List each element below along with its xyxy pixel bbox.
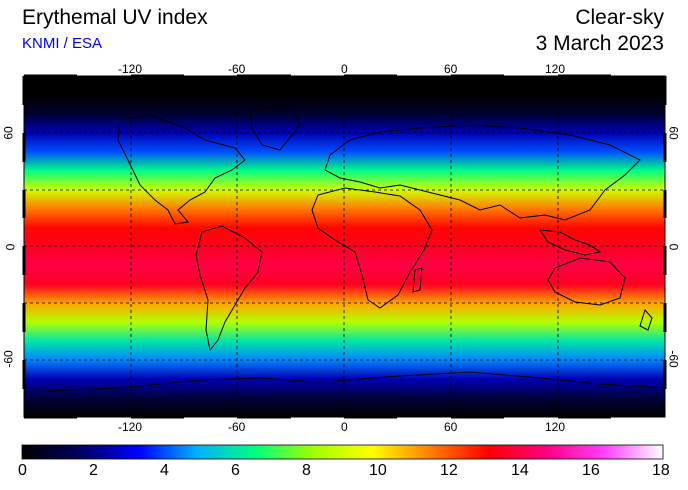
colorbar-label-5: 10 xyxy=(369,462,387,479)
source-label: KNMI / ESA xyxy=(22,35,103,52)
continent-outlines xyxy=(24,104,665,393)
lon-tick-bottom-3: 60 xyxy=(444,420,458,434)
lon-tick-top-1: -60 xyxy=(228,62,246,76)
colorbar-label-1: 2 xyxy=(89,462,98,479)
lon-tick-bottom-4: 120 xyxy=(545,420,566,434)
colorbar-label-7: 14 xyxy=(511,462,529,479)
colorbar-label-9: 18 xyxy=(652,462,670,479)
uv-field xyxy=(24,76,665,417)
map-title: Erythemal UV index xyxy=(22,6,208,29)
southeast-asia-outline xyxy=(538,229,602,256)
lon-tick-top-0: -120 xyxy=(118,62,143,76)
lat-tick-right-1: 0 xyxy=(666,243,681,251)
map-frame xyxy=(22,74,667,419)
australia-outline xyxy=(547,257,626,306)
colorbar-label-4: 8 xyxy=(302,462,311,479)
colorbar-label-3: 6 xyxy=(231,462,240,479)
lat-tick-left-1: 0 xyxy=(3,243,18,251)
lon-tick-bottom-1: -60 xyxy=(228,420,246,434)
colorbar xyxy=(21,444,664,460)
colorbar-label-6: 12 xyxy=(440,462,458,479)
lat-tick-left-2: -60 xyxy=(1,350,16,368)
colorbar-label-2: 4 xyxy=(160,462,169,479)
lat-tick-right-0: 60 xyxy=(666,126,681,140)
new-zealand-outline xyxy=(639,308,653,331)
lon-tick-bottom-0: -120 xyxy=(118,420,143,434)
north-america-outline xyxy=(117,114,246,225)
africa-outline xyxy=(311,187,433,309)
lat-tick-left-0: 60 xyxy=(1,126,16,140)
colorbar-label-0: 0 xyxy=(18,462,27,479)
colorbar-label-8: 16 xyxy=(582,462,600,479)
antarctica-outline xyxy=(24,371,665,393)
map-gridlines xyxy=(24,76,665,417)
lat-tick-right-2: -60 xyxy=(666,350,681,368)
south-america-outline xyxy=(195,225,263,352)
mode-label: Clear-sky xyxy=(575,6,664,29)
lon-tick-bottom-2: 0 xyxy=(341,420,348,434)
lon-tick-top-3: 60 xyxy=(444,62,458,76)
eurasia-outline xyxy=(324,124,641,221)
madagascar-outline xyxy=(412,267,423,293)
date-label: 3 March 2023 xyxy=(535,32,664,55)
greenland-outline xyxy=(249,104,301,151)
lon-tick-top-2: 0 xyxy=(341,62,348,76)
lon-tick-top-4: 120 xyxy=(545,62,566,76)
